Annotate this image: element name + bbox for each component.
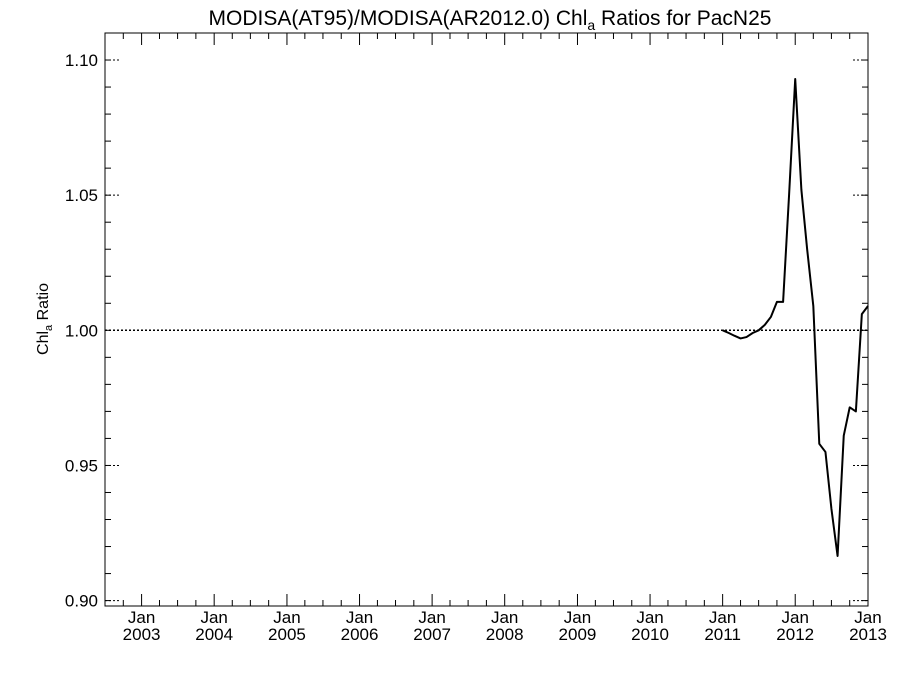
y-tick-label-0: 0.90	[65, 592, 98, 611]
x-tick-month-9: Jan	[782, 608, 809, 627]
x-tick-year-3: 2006	[341, 625, 379, 644]
x-tick-month-5: Jan	[491, 608, 518, 627]
series-line-0	[722, 77, 869, 557]
x-tick-year-5: 2008	[486, 625, 524, 644]
x-tick-month-6: Jan	[564, 608, 591, 627]
y-tick-label-1: 0.95	[65, 456, 98, 475]
x-tick-month-1: Jan	[200, 608, 227, 627]
x-tick-month-2: Jan	[273, 608, 300, 627]
x-tick-year-1: 2004	[195, 625, 233, 644]
chart-title: MODISA(AT95)/MODISA(AR2012.0) Chla Ratio…	[209, 7, 772, 33]
x-tick-month-3: Jan	[346, 608, 373, 627]
x-tick-year-9: 2012	[776, 625, 814, 644]
y-axis-label-subscript: a	[43, 324, 55, 331]
x-tick-month-8: Jan	[709, 608, 736, 627]
x-tick-year-8: 2011	[704, 625, 741, 644]
y-axis-label-main: Chl	[35, 331, 52, 355]
x-tick-year-10: 2013	[849, 625, 887, 644]
x-tick-month-4: Jan	[418, 608, 445, 627]
chart-title-main: MODISA(AT95)/MODISA(AR2012.0) Chl	[209, 7, 588, 30]
x-tick-year-0: 2003	[123, 625, 161, 644]
x-tick-year-7: 2010	[631, 625, 669, 644]
chart-title-rest: Ratios for PacN25	[595, 7, 771, 30]
y-tick-label-3: 1.05	[65, 186, 98, 205]
y-axis-label-rest: Ratio	[35, 283, 52, 325]
plot-area: 0.900.951.001.051.10Jan2003Jan2004Jan200…	[65, 32, 887, 644]
x-tick-year-2: 2005	[268, 625, 306, 644]
x-tick-year-4: 2007	[413, 625, 451, 644]
x-tick-month-0: Jan	[128, 608, 155, 627]
y-axis-label: Chla Ratio	[35, 283, 55, 355]
chart-title-subscript: a	[587, 17, 595, 33]
x-tick-month-10: Jan	[854, 608, 881, 627]
plot-frame	[104, 32, 869, 607]
y-tick-label-4: 1.10	[65, 51, 98, 70]
y-tick-label-2: 1.00	[65, 321, 98, 340]
x-tick-month-7: Jan	[636, 608, 663, 627]
x-tick-year-6: 2009	[559, 625, 597, 644]
